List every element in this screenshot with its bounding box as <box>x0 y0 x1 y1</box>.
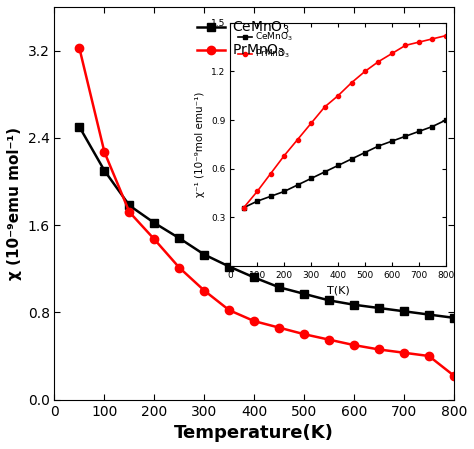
PrMnO$_3$ <box>376 347 382 352</box>
X-axis label: Temperature(K): Temperature(K) <box>174 424 334 442</box>
PrMnO$_3$ <box>451 373 457 379</box>
PrMnO$_3$ <box>276 325 282 330</box>
PrMnO$_3$ <box>401 350 407 356</box>
PrMnO$_3$ <box>351 343 357 348</box>
CeMnO$_3$ <box>401 308 407 314</box>
CeMnO$_3$ <box>201 252 207 257</box>
PrMnO$_3$ <box>101 150 107 155</box>
CeMnO$_3$ <box>251 275 257 280</box>
PrMnO$_3$ <box>176 265 182 270</box>
CeMnO$_3$ <box>101 168 107 173</box>
Y-axis label: χ (10⁻⁹emu mol⁻¹): χ (10⁻⁹emu mol⁻¹) <box>7 127 22 280</box>
CeMnO$_3$ <box>152 220 157 225</box>
CeMnO$_3$ <box>77 124 82 130</box>
CeMnO$_3$ <box>426 312 432 317</box>
PrMnO$_3$ <box>227 308 232 313</box>
Line: PrMnO$_3$: PrMnO$_3$ <box>75 44 458 380</box>
PrMnO$_3$ <box>326 337 332 342</box>
CeMnO$_3$ <box>301 291 307 296</box>
PrMnO$_3$ <box>301 331 307 337</box>
PrMnO$_3$ <box>127 209 132 215</box>
CeMnO$_3$ <box>376 305 382 311</box>
PrMnO$_3$ <box>152 237 157 242</box>
CeMnO$_3$ <box>351 302 357 308</box>
PrMnO$_3$ <box>426 353 432 359</box>
Legend: CeMnO$_3$, PrMnO$_3$: CeMnO$_3$, PrMnO$_3$ <box>192 14 295 65</box>
CeMnO$_3$ <box>127 203 132 208</box>
CeMnO$_3$ <box>451 315 457 321</box>
Line: CeMnO$_3$: CeMnO$_3$ <box>75 123 458 322</box>
PrMnO$_3$ <box>251 318 257 324</box>
CeMnO$_3$ <box>227 264 232 269</box>
CeMnO$_3$ <box>326 298 332 303</box>
PrMnO$_3$ <box>77 46 82 51</box>
CeMnO$_3$ <box>276 285 282 290</box>
CeMnO$_3$ <box>176 236 182 241</box>
PrMnO$_3$ <box>201 288 207 293</box>
